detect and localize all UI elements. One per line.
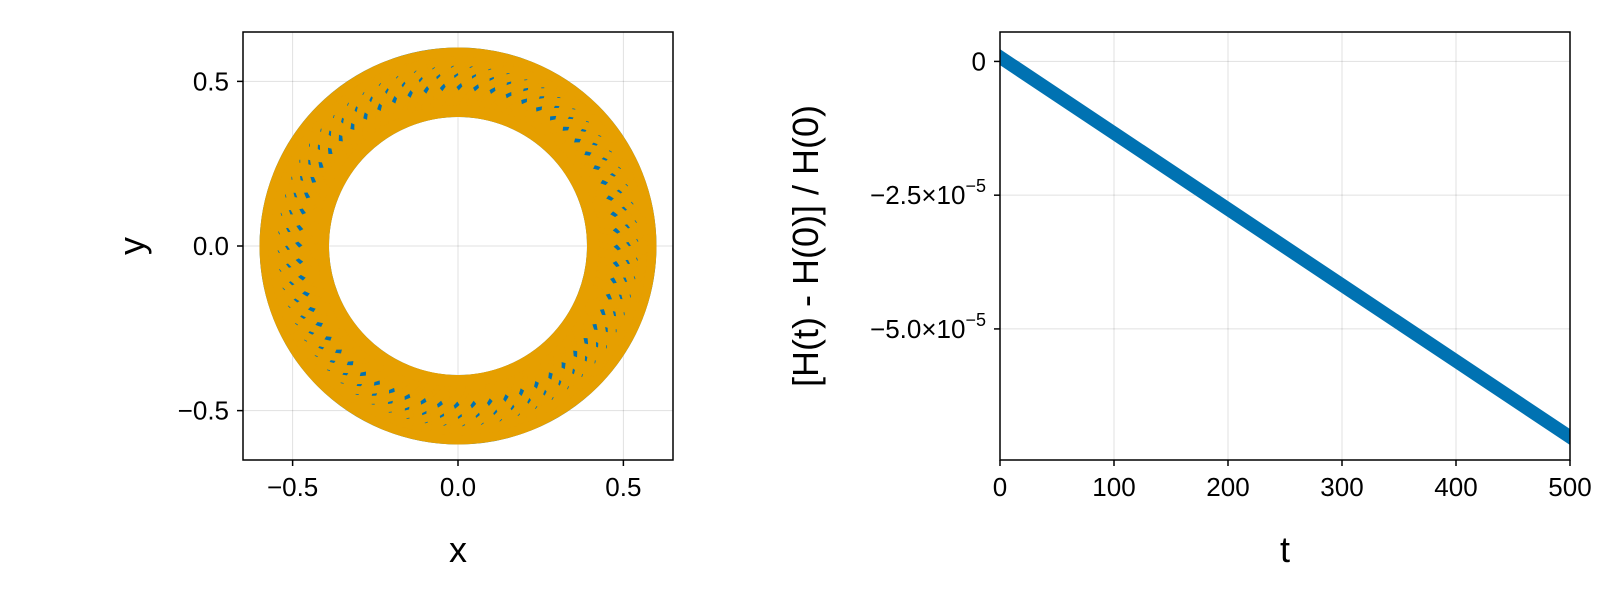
energy-y-label: [H(t) - H(0)] / H(0) <box>785 105 826 387</box>
energy-x-label: t <box>1280 529 1290 570</box>
orbit-y-ticks: −0.5 0.0 0.5 <box>178 66 243 426</box>
orbit-x-tick-label: 0.5 <box>605 472 641 502</box>
orbit-series-orange <box>243 32 673 460</box>
energy-x-tick-label: 300 <box>1320 472 1363 502</box>
orbit-inner-rim <box>317 105 599 387</box>
energy-panel: 0 100 200 300 400 500 0 −2.5×10−5 −5.0×10−5 t [… <box>785 31 1592 570</box>
energy-x-tick-label: 400 <box>1434 472 1477 502</box>
energy-y-tick-label: −2.5×10−5 <box>870 176 986 210</box>
energy-x-tick-label: 200 <box>1206 472 1249 502</box>
orbit-x-tick-label: −0.5 <box>267 472 318 502</box>
energy-x-tick-label: 0 <box>993 472 1007 502</box>
orbit-y-tick-label: 0.5 <box>193 66 229 96</box>
orbit-lobe <box>555 181 657 296</box>
orbit-lobe <box>551 167 658 278</box>
energy-y-tick-label: 0 <box>972 46 986 76</box>
orbit-panel: −0.5 0.0 0.5 −0.5 0.0 0.5 x y <box>111 31 674 570</box>
energy-x-tick-label: 100 <box>1092 472 1135 502</box>
orbit-plot-area <box>243 32 673 460</box>
orbit-y-tick-label: −0.5 <box>178 396 229 426</box>
orbit-outer-rim <box>260 48 656 444</box>
orbit-x-label: x <box>449 529 467 570</box>
orbit-x-ticks: −0.5 0.0 0.5 <box>267 460 641 502</box>
energy-y-ticks: 0 −2.5×10−5 −5.0×10−5 <box>870 46 1000 344</box>
energy-series-band <box>1000 49 1570 446</box>
orbit-y-tick-label: 0.0 <box>193 231 229 261</box>
energy-axes-frame <box>999 31 1571 461</box>
energy-x-ticks: 0 100 200 300 400 500 <box>993 460 1592 502</box>
orbit-lobe <box>546 154 657 261</box>
orbit-x-tick-label: 0.0 <box>440 472 476 502</box>
orbit-y-label: y <box>111 237 152 255</box>
energy-plot-area <box>1000 49 1570 446</box>
energy-x-tick-label: 500 <box>1548 472 1591 502</box>
energy-y-tick-label: −5.0×10−5 <box>870 310 986 344</box>
